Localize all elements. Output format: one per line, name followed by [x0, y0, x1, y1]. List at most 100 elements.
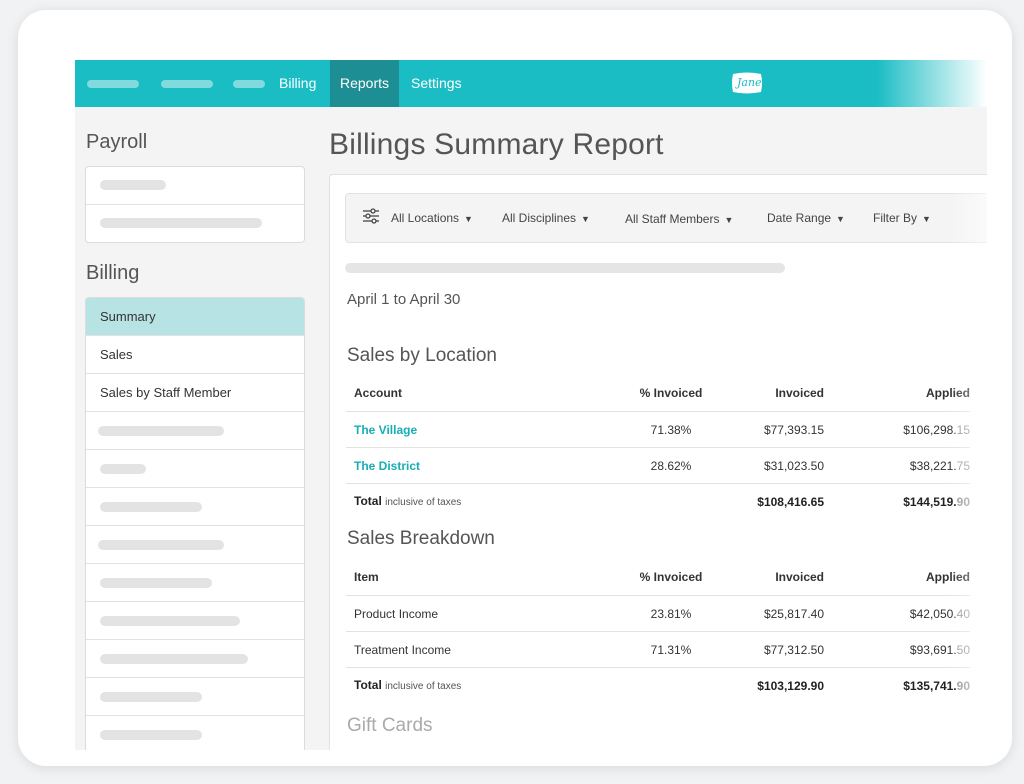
- sidebar-item-sales[interactable]: Sales: [86, 336, 304, 374]
- total-label-cell: Total inclusive of taxes: [354, 494, 461, 508]
- jane-logo-text: Jane: [737, 76, 762, 89]
- skeleton-line: [100, 616, 240, 626]
- column-header[interactable]: Account: [354, 386, 402, 400]
- topbar-fade: [877, 60, 987, 107]
- caret-down-icon: ▼: [464, 214, 473, 224]
- total-invoiced-cell: $103,129.90: [757, 679, 824, 693]
- invoiced-cell: $77,312.50: [763, 643, 824, 657]
- total-note: inclusive of taxes: [385, 681, 462, 692]
- total-applied-value: $135,741.: [903, 679, 957, 693]
- total-label: Total: [354, 494, 382, 508]
- invoiced-cell: $77,393.15: [763, 423, 824, 437]
- column-header[interactable]: % Invoiced: [639, 386, 703, 400]
- pct-invoiced-cell: 28.62%: [650, 459, 692, 473]
- table-header-row: Account % Invoiced Invoiced Applied: [346, 375, 970, 412]
- filter-by-label: Filter By: [873, 211, 918, 225]
- skeleton-line: [100, 578, 212, 588]
- nav-placeholder-2[interactable]: [161, 80, 213, 88]
- app-window: Billing Reports Settings Jane Payroll Bi…: [75, 60, 987, 750]
- sidebar-item-placeholder[interactable]: [86, 564, 304, 602]
- skeleton-line: [100, 218, 262, 228]
- table-row: The Village 71.38% $77,393.15 $106,298.1…: [346, 412, 970, 448]
- top-nav-bar: Billing Reports Settings Jane: [75, 60, 987, 107]
- nav-billing-link[interactable]: Billing: [279, 75, 317, 91]
- applied-value: $38,221.: [909, 459, 957, 473]
- applied-value: $106,298.: [903, 423, 957, 437]
- screenshot-card: Billing Reports Settings Jane Payroll Bi…: [18, 10, 1012, 766]
- invoiced-cell: $31,023.50: [763, 459, 824, 473]
- pct-invoiced-cell: 71.38%: [650, 423, 692, 437]
- panel-fade: [950, 175, 987, 750]
- payroll-item-2[interactable]: [86, 205, 304, 242]
- nav-reports-link[interactable]: Reports: [330, 60, 400, 107]
- disciplines-filter[interactable]: All Disciplines ▼: [502, 211, 590, 225]
- table-header-row: Item % Invoiced Invoiced Applied: [346, 559, 970, 596]
- disciplines-filter-label: All Disciplines: [502, 211, 577, 225]
- pct-invoiced-cell: 71.31%: [650, 643, 692, 657]
- nav-settings-link[interactable]: Settings: [411, 75, 462, 91]
- sidebar-item-placeholder[interactable]: [86, 602, 304, 640]
- location-link-the-district[interactable]: The District: [354, 459, 421, 473]
- date-range-filter[interactable]: Date Range ▼: [767, 211, 845, 225]
- sliders-icon[interactable]: [362, 207, 380, 225]
- caret-down-icon: ▼: [724, 215, 734, 225]
- applied-value: $93,691.: [909, 643, 957, 657]
- sales-by-location-heading: Sales by Location: [347, 345, 497, 366]
- table-row: Treatment Income 71.31% $77,312.50 $93,6…: [346, 632, 970, 668]
- jane-logo-icon: [732, 72, 762, 94]
- payroll-item-1[interactable]: [86, 167, 304, 205]
- pct-invoiced-cell: 23.81%: [650, 607, 692, 621]
- total-label: Total: [354, 678, 382, 692]
- total-invoiced-cell: $108,416.65: [757, 495, 824, 509]
- page-title: Billings Summary Report: [329, 128, 664, 161]
- sidebar-item-placeholder[interactable]: [86, 678, 304, 716]
- column-header[interactable]: Invoiced: [775, 570, 824, 584]
- skeleton-line: [98, 426, 224, 436]
- sidebar-item-placeholder[interactable]: [86, 716, 304, 750]
- sidebar-item-summary[interactable]: Summary: [86, 298, 304, 336]
- item-cell: Treatment Income: [354, 643, 451, 657]
- total-applied-value: $144,519.: [903, 495, 957, 509]
- sidebar-item-placeholder[interactable]: [86, 450, 304, 488]
- skeleton-line: [98, 540, 224, 550]
- filter-bar: All Locations ▼ All Disciplines ▼ All Staf…: [345, 193, 987, 243]
- nav-placeholder-3[interactable]: [233, 80, 265, 88]
- column-header[interactable]: Item: [354, 570, 379, 584]
- report-panel: All Locations ▼ All Disciplines ▼ All Staf…: [329, 174, 987, 750]
- skeleton-line: [100, 180, 166, 190]
- staff-filter[interactable]: All Staff Members ▼: [625, 212, 733, 226]
- column-header[interactable]: Invoiced: [775, 386, 824, 400]
- payroll-heading: Payroll: [86, 131, 148, 153]
- date-range-filter-label: Date Range: [767, 211, 832, 225]
- location-link-the-village[interactable]: The Village: [354, 423, 418, 437]
- nav-placeholder-1[interactable]: [87, 80, 139, 88]
- sidebar-item-placeholder[interactable]: [86, 640, 304, 678]
- locations-filter[interactable]: All Locations ▼: [391, 211, 473, 225]
- table-total-row: Total inclusive of taxes $108,416.65 $14…: [346, 484, 970, 519]
- skeleton-line: [100, 692, 202, 702]
- date-range-text: April 1 to April 30: [347, 291, 461, 308]
- column-header[interactable]: % Invoiced: [639, 570, 703, 584]
- item-cell: Product Income: [354, 607, 439, 621]
- skeleton-line: [100, 464, 146, 474]
- sales-by-location-table: Account % Invoiced Invoiced Applied The …: [346, 375, 970, 519]
- sidebar-item-placeholder[interactable]: [86, 488, 304, 526]
- caret-down-icon: ▼: [581, 214, 590, 224]
- filter-by-dropdown[interactable]: Filter By ▼: [873, 211, 931, 225]
- sidebar-item-sales-by-staff[interactable]: Sales by Staff Member: [86, 374, 304, 412]
- invoiced-cell: $25,817.40: [763, 607, 824, 621]
- skeleton-line: [100, 730, 202, 740]
- sidebar-item-label: Sales: [100, 347, 133, 362]
- payroll-list: [85, 166, 305, 243]
- caret-down-icon: ▼: [922, 214, 931, 224]
- skeleton-line: [345, 263, 785, 273]
- sidebar-item-placeholder[interactable]: [86, 526, 304, 564]
- jane-logo[interactable]: Jane: [730, 71, 764, 95]
- sales-breakdown-heading: Sales Breakdown: [347, 528, 495, 549]
- sidebar-item-placeholder[interactable]: [86, 412, 304, 450]
- billing-list: Summary Sales Sales by Staff Member: [85, 297, 305, 750]
- staff-filter-label: All Staff Members: [625, 212, 720, 226]
- skeleton-line: [100, 654, 248, 664]
- sidebar-item-label: Summary: [100, 309, 156, 324]
- total-note: inclusive of taxes: [385, 497, 462, 508]
